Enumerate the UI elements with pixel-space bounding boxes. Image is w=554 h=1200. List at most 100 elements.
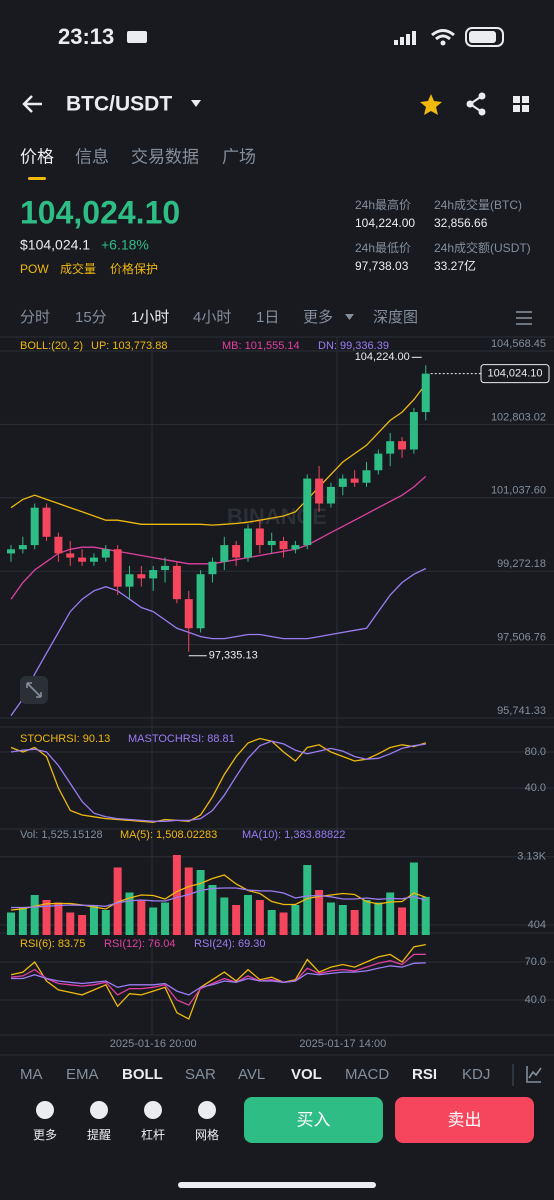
volume-bar — [161, 902, 170, 935]
indicator-tab[interactable]: VOL — [291, 1066, 322, 1083]
stat-label: 24h最低价 — [355, 241, 411, 255]
y-tick-label: 80.0 — [525, 746, 546, 758]
volume-bar — [421, 896, 430, 935]
indicator-tab[interactable]: KDJ — [462, 1066, 490, 1083]
indicator-tab[interactable]: BOLL — [122, 1066, 163, 1083]
interval[interactable]: 15分 — [75, 309, 107, 326]
fullscreen-button[interactable] — [20, 676, 48, 704]
sleep-icon — [127, 31, 147, 43]
price-usd: $104,024.1 — [20, 237, 90, 253]
sell-label[interactable]: 卖出 — [448, 1110, 482, 1129]
indicator-tab[interactable]: EMA — [66, 1066, 99, 1083]
candle-body — [54, 536, 63, 554]
tab[interactable]: 广场 — [222, 147, 256, 166]
action-icon[interactable] — [144, 1101, 162, 1119]
last-price-box — [480, 364, 550, 384]
indicator-tab[interactable]: RSI — [412, 1066, 437, 1083]
volume-bar — [220, 897, 229, 935]
candle-body — [89, 557, 98, 562]
sell-button[interactable] — [395, 1097, 534, 1143]
stat-label: 24h最高价 — [355, 197, 411, 212]
y-tick-label: 95,741.33 — [497, 705, 546, 717]
stat-label: 24h成交量(BTC) — [434, 197, 522, 212]
volume-bar — [409, 862, 418, 935]
legend-entry: STOCHRSI: 90.13 — [20, 733, 110, 745]
interval[interactable]: 更多 — [303, 309, 333, 326]
stat-value: 32,856.66 — [434, 216, 488, 230]
candle-body — [338, 478, 347, 487]
back-button[interactable] — [22, 95, 42, 113]
legend-entry: MB: 101,555.14 — [222, 340, 300, 352]
buy-button[interactable] — [244, 1097, 383, 1143]
wifi-icon — [431, 29, 455, 41]
favorite-star[interactable] — [420, 94, 442, 115]
interval[interactable]: 4小时 — [193, 309, 231, 326]
tab[interactable]: 交易数据 — [131, 147, 199, 166]
indicator-tab[interactable]: AVL — [238, 1066, 265, 1083]
action-label[interactable]: 杠杆 — [141, 1127, 165, 1142]
legend-entry: RSI(24): 69.30 — [194, 938, 266, 950]
action-label[interactable]: 网格 — [195, 1127, 219, 1142]
tab[interactable]: 价格 — [20, 147, 54, 166]
stats: 24h最高价 104,224.00 24h成交量(BTC) 32,856.66 24h最… — [355, 197, 531, 273]
y-tick-label: 102,803.02 — [491, 411, 546, 423]
chart-settings[interactable] — [516, 311, 532, 325]
action-icon[interactable] — [90, 1101, 108, 1119]
action-icon[interactable] — [36, 1101, 54, 1119]
candle-body — [362, 470, 371, 483]
watermark: BINANCE — [227, 504, 327, 529]
candle-body — [137, 574, 146, 579]
share-button[interactable] — [466, 92, 486, 116]
volume-bar — [7, 912, 15, 935]
y-tick-label: 70.0 — [525, 956, 546, 968]
indicator-tab[interactable]: SAR — [185, 1066, 216, 1083]
volume-bar — [18, 907, 27, 935]
candle-body — [172, 565, 181, 600]
legend-entry: RSI(6): 83.75 — [20, 938, 85, 950]
action-label[interactable]: 提醒 — [87, 1127, 111, 1142]
interval[interactable]: 分时 — [20, 309, 50, 326]
indicator-line — [10, 475, 427, 600]
volume-bar — [374, 902, 383, 935]
pair-dropdown[interactable] — [191, 100, 201, 107]
interval[interactable]: 深度图 — [373, 309, 418, 326]
interval[interactable]: 1日 — [256, 309, 279, 326]
legend-entry: DN: 99,336.39 — [318, 340, 389, 352]
candle-body — [409, 412, 418, 450]
volume-bar — [326, 902, 335, 935]
tags: POW 成交量 价格保护 — [20, 261, 158, 276]
more-dropdown[interactable] — [345, 314, 354, 320]
volume-bar — [184, 867, 193, 935]
candle-body — [42, 507, 51, 537]
low-annotation: 97,335.13 — [209, 650, 258, 662]
pair-title[interactable]: BTC/USDT — [66, 93, 172, 116]
volume-bar — [125, 892, 134, 935]
volume-bar — [137, 900, 146, 935]
indicator-line — [10, 943, 426, 1020]
buy-label[interactable]: 买入 — [297, 1110, 331, 1129]
candle-body — [78, 557, 87, 562]
indicator-tab[interactable]: MACD — [345, 1066, 389, 1083]
interval[interactable]: 1小时 — [131, 309, 169, 326]
wifi-dot — [440, 40, 446, 46]
legend-entry: RSI(12): 76.04 — [104, 938, 176, 950]
indicator-settings[interactable] — [526, 1066, 542, 1083]
volume-bar — [291, 905, 300, 935]
y-tick-label: 3.13K — [517, 851, 546, 863]
action-label[interactable]: 更多 — [33, 1128, 57, 1142]
candle-body — [208, 561, 217, 575]
action-icon[interactable] — [198, 1101, 216, 1119]
candle-body — [350, 478, 359, 483]
tab[interactable]: 信息 — [75, 147, 109, 166]
layout-button[interactable] — [513, 96, 529, 112]
battery-icon — [465, 27, 504, 47]
last-price-label: 104,024.10 — [487, 368, 542, 380]
indicator-tab[interactable]: MA — [20, 1066, 43, 1083]
signal-icon — [394, 31, 416, 45]
volume-bar — [30, 895, 39, 935]
candle-body — [18, 545, 27, 550]
actions: 更多 提醒 杠杆 网格 — [33, 1101, 219, 1142]
candle-body — [66, 553, 75, 558]
